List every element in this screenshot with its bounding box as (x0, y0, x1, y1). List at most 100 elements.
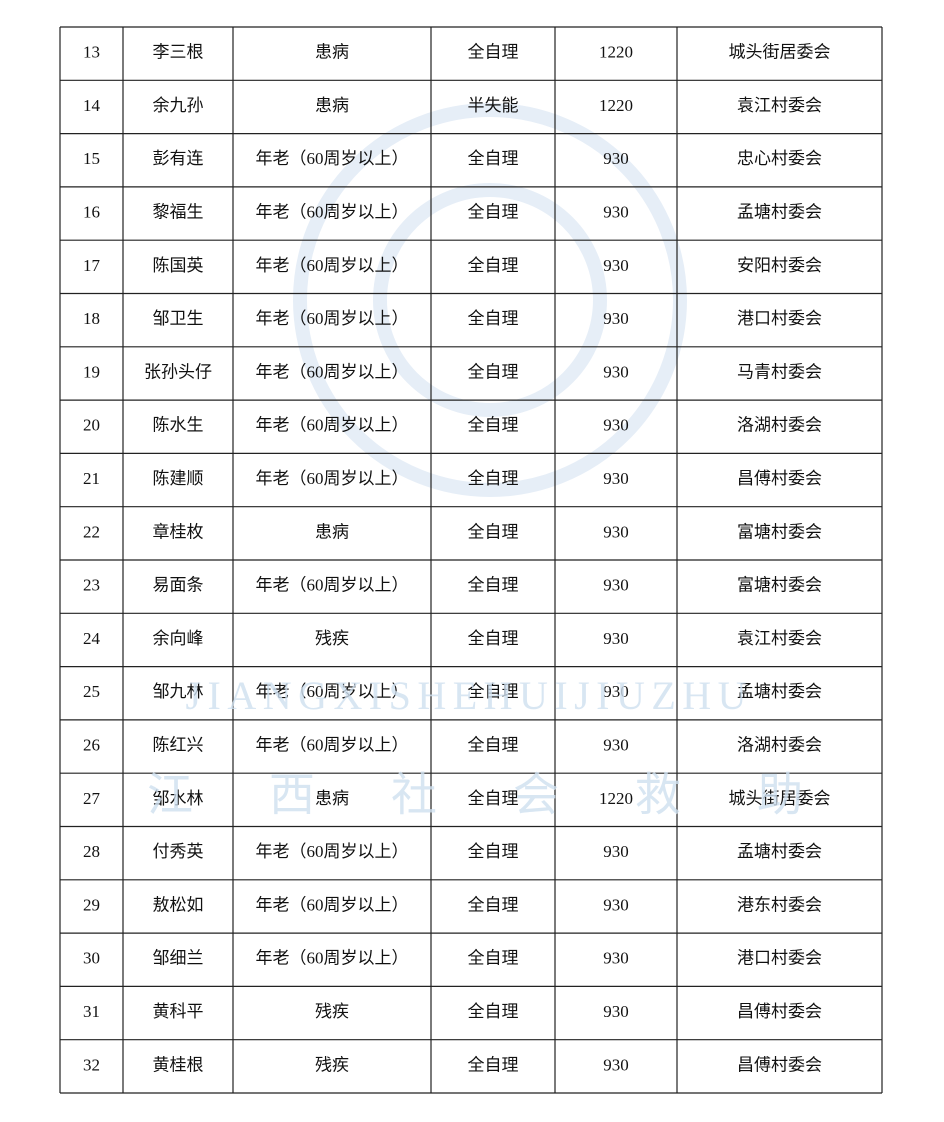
table-cell: 28 (83, 842, 100, 861)
table-cell: 黄桂根 (153, 1055, 204, 1074)
table-grid (59, 26, 883, 1094)
watermark-char: 社 (391, 770, 437, 821)
table-cell: 32 (83, 1055, 100, 1074)
table-cell: 全自理 (468, 789, 519, 808)
table-cell: 930 (603, 202, 629, 221)
table-cell: 全自理 (468, 629, 519, 648)
table-cell: 30 (83, 949, 100, 968)
table-cell: 章桂枚 (153, 522, 204, 541)
table-cell: 年老（60周岁以上） (256, 362, 409, 381)
table-cell: 930 (603, 1002, 629, 1021)
table-cell: 患病 (315, 522, 349, 541)
table-cell: 忠心村委会 (737, 149, 822, 168)
table-cell: 陈国英 (153, 256, 204, 275)
table-cell: 余向峰 (153, 629, 204, 648)
table-cell: 孟塘村委会 (737, 202, 822, 221)
table-cell: 全自理 (468, 895, 519, 914)
table-cell: 残疾 (315, 1002, 349, 1021)
table-cell: 港口村委会 (737, 309, 822, 328)
table-cell: 930 (603, 895, 629, 914)
table-cell: 全自理 (468, 735, 519, 754)
table-cell: 孟塘村委会 (737, 842, 822, 861)
table-cell: 13 (83, 43, 100, 62)
table-cell: 患病 (315, 789, 349, 808)
table-cell: 全自理 (468, 949, 519, 968)
table-cell: 930 (603, 309, 629, 328)
table-cell: 全自理 (468, 1002, 519, 1021)
table-cell: 港东村委会 (737, 895, 822, 914)
table-cell: 19 (83, 362, 100, 381)
table-cell: 930 (603, 522, 629, 541)
watermark-char: 江 (147, 770, 193, 821)
watermark: JIANGXISHEHUIJIUZHU 江 西 社 会 救 助 (147, 673, 803, 820)
table-cell: 昌傅村委会 (737, 469, 822, 488)
table-cell: 袁江村委会 (737, 96, 822, 115)
table-cell: 930 (603, 256, 629, 275)
table-cell: 24 (83, 629, 101, 648)
table-cell: 陈水生 (153, 416, 204, 435)
table-cell: 23 (83, 576, 100, 595)
table-cell: 29 (83, 895, 100, 914)
table-cell: 全自理 (468, 362, 519, 381)
table-cell: 年老（60周岁以上） (256, 149, 409, 168)
table-cell: 张孙头仔 (144, 362, 212, 381)
table-cell: 敖松如 (153, 895, 204, 914)
table-cell: 陈建顺 (153, 469, 204, 488)
watermark-logo (293, 103, 687, 497)
table-cell: 昌傅村委会 (737, 1055, 822, 1074)
watermark-char: 救 (635, 770, 681, 821)
table-cell: 洛湖村委会 (737, 735, 822, 754)
table-cell: 年老（60周岁以上） (256, 576, 409, 595)
table-cell: 全自理 (468, 1055, 519, 1074)
table-cell: 李三根 (153, 43, 204, 62)
table-cell: 陈红兴 (153, 735, 204, 754)
table-cell: 患病 (315, 96, 349, 115)
table-cell: 全自理 (468, 416, 519, 435)
table-cell: 邹九林 (153, 682, 204, 701)
watermark-char: 会 (513, 770, 559, 821)
table-cell: 余九孙 (153, 96, 204, 115)
table-cell: 年老（60周岁以上） (256, 416, 409, 435)
table-cell: 黄科平 (153, 1002, 204, 1021)
table-cell: 彭有连 (153, 149, 204, 168)
table-cell: 930 (603, 842, 629, 861)
table-cell: 27 (83, 789, 101, 808)
table-cell: 邹细兰 (153, 949, 204, 968)
table-cell: 930 (603, 362, 629, 381)
table-cell: 残疾 (315, 629, 349, 648)
table-cell: 半失能 (468, 96, 519, 115)
table-cell: 易面条 (153, 576, 204, 595)
table-cell: 930 (603, 949, 629, 968)
table-cell: 黎福生 (153, 202, 204, 221)
table-cell: 患病 (315, 43, 349, 62)
table-cell: 马青村委会 (737, 362, 822, 381)
table-cell: 全自理 (468, 682, 519, 701)
table-cell: 全自理 (468, 256, 519, 275)
table-cell: 930 (603, 1055, 629, 1074)
table-cell: 年老（60周岁以上） (256, 895, 409, 914)
table-cell: 930 (603, 416, 629, 435)
table-cell: 全自理 (468, 576, 519, 595)
table-cell: 残疾 (315, 1055, 349, 1074)
table-cell: 31 (83, 1002, 100, 1021)
table-cell: 港口村委会 (737, 949, 822, 968)
table-cell: 年老（60周岁以上） (256, 842, 409, 861)
table-cell: 袁江村委会 (737, 629, 822, 648)
table-cell: 全自理 (468, 43, 519, 62)
table-cell: 城头街居委会 (729, 789, 831, 808)
table-cell: 富塘村委会 (737, 522, 822, 541)
table-cell: 18 (83, 309, 100, 328)
table-cell: 年老（60周岁以上） (256, 202, 409, 221)
watermark-char: 助 (757, 770, 803, 821)
table-cell: 930 (603, 735, 629, 754)
table-cell: 年老（60周岁以上） (256, 256, 409, 275)
table-cell: 邹水林 (153, 789, 204, 808)
table-cell: 全自理 (468, 149, 519, 168)
table-cell: 城头街居委会 (729, 43, 831, 62)
table-cell: 安阳村委会 (737, 256, 822, 275)
table-cell: 15 (83, 149, 100, 168)
table-cell: 年老（60周岁以上） (256, 309, 409, 328)
table-cell: 1220 (599, 789, 633, 808)
